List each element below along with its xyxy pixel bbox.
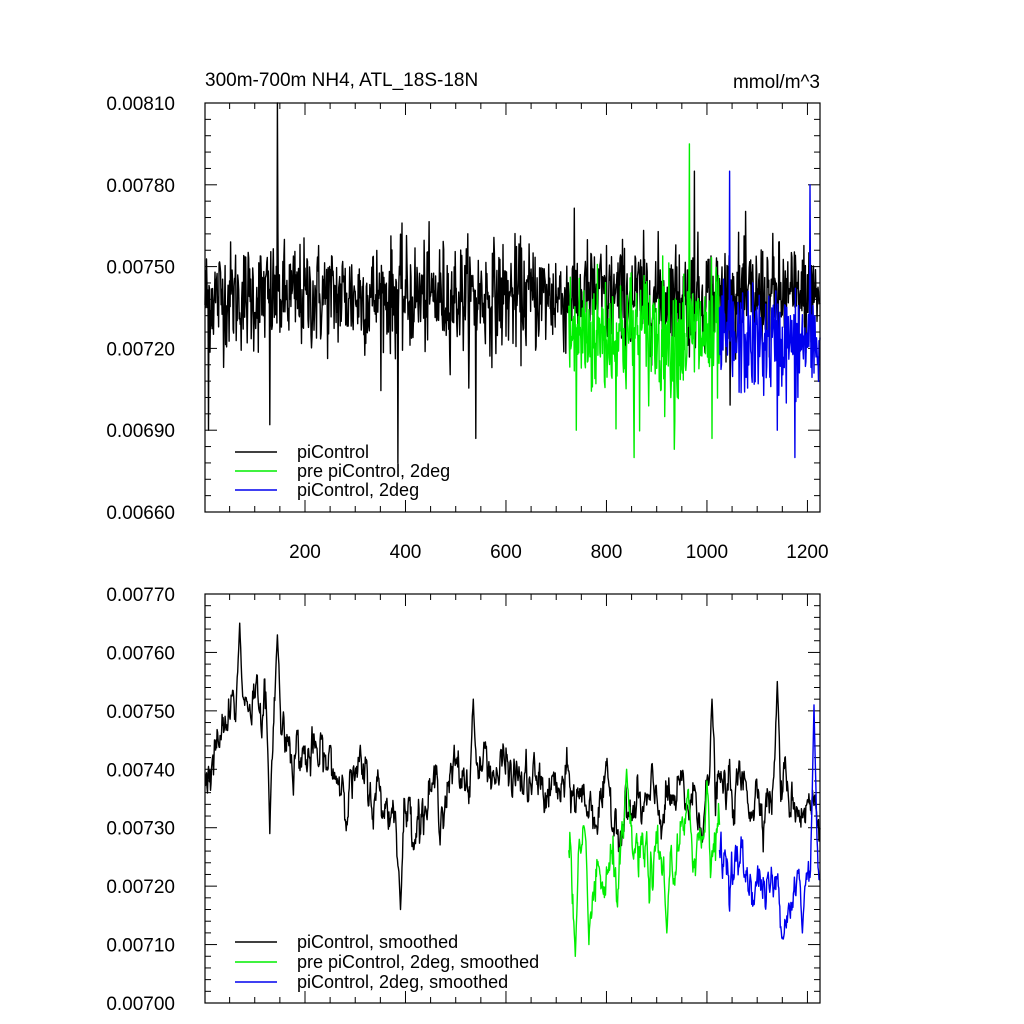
panel-bottom: 0.00700 0.00710 0.00720 0.00730 0.00740 0.007… [106, 585, 821, 1015]
y-tick-label: 0.00770 [106, 585, 175, 606]
plot-lines [204, 102, 821, 464]
y-tick-labels: 0.00700 0.00710 0.00720 0.00730 0.00740 0.007… [106, 585, 175, 1015]
x-tick-label: 600 [490, 542, 522, 563]
x-tick-labels: 200 400 600 800 1000 1200 [289, 542, 828, 563]
y-tick-label: 0.00750 [106, 702, 175, 723]
x-tick-label: 200 [289, 542, 321, 563]
x-tick-label: 800 [591, 542, 623, 563]
y-tick-label: 0.00720 [106, 339, 175, 360]
y-tick-label: 0.00740 [106, 760, 175, 781]
y-tick-label: 0.00720 [106, 877, 175, 898]
units-label: mmol/m^3 [733, 72, 820, 93]
y-tick-labels: 0.00660 0.00690 0.00720 0.00750 0.00780 0.008… [106, 94, 175, 524]
panel-top: 300m-700m NH4, ATL_18S-18N mmol/m^3 0.00… [106, 70, 828, 563]
y-tick-label: 0.00660 [106, 503, 175, 524]
y-tick-label: 0.00750 [106, 258, 175, 279]
chart-title: 300m-700m NH4, ATL_18S-18N [205, 70, 478, 91]
series-line-0 [204, 102, 821, 464]
plot-frame [204, 102, 821, 513]
y-tick-label: 0.00730 [106, 819, 175, 840]
series-line-0 [204, 622, 821, 911]
x-tick-label: 1000 [686, 542, 728, 563]
x-tick-label: 400 [390, 542, 422, 563]
legend-label: pre piControl, 2deg [297, 461, 450, 481]
series-line-1 [568, 143, 721, 459]
y-tick-label: 0.00760 [106, 643, 175, 664]
series-line-1 [568, 768, 721, 957]
legend-label: piControl, smoothed [297, 932, 458, 952]
y-tick-label: 0.00710 [106, 936, 175, 957]
x-tick-label: 1200 [786, 542, 828, 563]
y-tick-label: 0.00810 [106, 94, 175, 115]
legend-label: piControl, 2deg, smoothed [297, 972, 508, 992]
series-line-2 [718, 704, 821, 940]
y-tick-label: 0.00700 [106, 994, 175, 1015]
legend-label: piControl [297, 442, 369, 462]
series-line-2 [718, 170, 821, 459]
legend-label: piControl, 2deg [297, 480, 419, 500]
y-tick-label: 0.00780 [106, 176, 175, 197]
plot-lines [204, 622, 821, 957]
y-tick-label: 0.00690 [106, 421, 175, 442]
plot-frame [204, 593, 821, 1004]
legend-label: pre piControl, 2deg, smoothed [297, 952, 539, 972]
